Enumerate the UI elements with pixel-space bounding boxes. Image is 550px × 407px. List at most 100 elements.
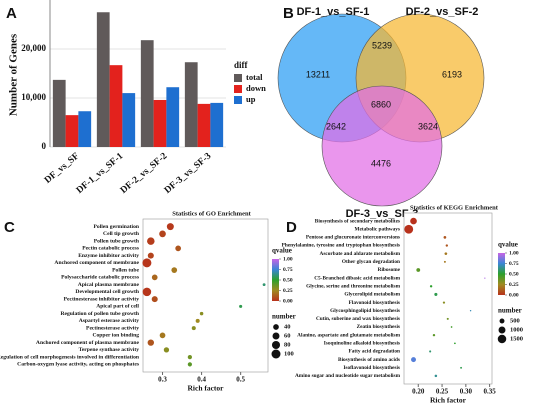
dot	[187, 355, 192, 360]
category-label: Anchored component of membrane	[54, 260, 139, 266]
dot	[443, 236, 447, 239]
category-label: Pollen tube	[112, 267, 139, 273]
color-tick-label: 0.25	[509, 282, 519, 288]
set-label: DF-2_vs_SF-2	[406, 6, 479, 18]
dot	[429, 350, 432, 353]
legend-swatch	[234, 74, 242, 82]
category-label: Polysaccharide catabolic process	[61, 275, 140, 281]
panel-letter: C	[4, 219, 15, 236]
dot	[410, 217, 417, 225]
set-label: DF-3_vs_SF-3	[346, 208, 419, 220]
size-key	[499, 318, 505, 324]
dot	[142, 287, 152, 297]
color-tick-label: 0.00	[509, 292, 519, 298]
y-tick-label: 10,000	[21, 92, 46, 102]
dot	[432, 333, 436, 337]
dot	[142, 258, 152, 268]
color-bar	[498, 253, 505, 295]
legend-swatch	[234, 85, 242, 93]
category-label: Pentose and glucuronate interconversions	[306, 235, 400, 241]
category-label: Fatty acid degradation	[349, 349, 401, 355]
category-label: Isoflavonoid biosynthesis	[343, 365, 400, 371]
bar	[96, 12, 110, 147]
y-tick-label: 0	[42, 141, 47, 151]
size-key	[271, 340, 281, 350]
y-tick-label: 20,000	[21, 43, 46, 53]
x-tick-label: 0.25	[436, 388, 449, 396]
dot	[445, 244, 449, 247]
size-key-label: 1500	[510, 335, 523, 342]
size-key	[271, 349, 281, 359]
color-tick-label: 0.75	[283, 267, 293, 273]
dot	[454, 342, 456, 345]
bar	[184, 62, 198, 148]
category-label: Pectinesterase activity	[86, 325, 139, 331]
color-tick-label: 0.75	[509, 261, 519, 267]
category-label: Developmental cell growth	[75, 289, 139, 295]
bar	[210, 102, 224, 147]
category-label: Copper ion binding	[92, 333, 139, 339]
size-key-label: 500	[510, 317, 520, 324]
category-label: Glycosphingolipid biosynthesis	[330, 308, 400, 314]
color-bar	[272, 259, 279, 301]
category-label: Aspartyl esterase activity	[79, 318, 139, 324]
plot-frame	[142, 218, 269, 373]
category-label: Pectin catabolic process	[82, 246, 140, 252]
region-count: 2642	[326, 121, 346, 131]
x-axis-title: Rich factor	[187, 384, 224, 393]
bar	[78, 111, 92, 147]
dot	[151, 296, 158, 303]
plot-frame	[403, 212, 493, 385]
x-tick-label: 0.5	[236, 376, 245, 384]
category-label: Carbon-oxygen lyase activity, acting on …	[17, 362, 140, 368]
size-key-label: 40	[284, 323, 291, 330]
bar	[52, 79, 66, 147]
dot	[429, 285, 433, 288]
legend-swatch	[234, 96, 242, 104]
color-tick-label: 0.00	[283, 298, 293, 304]
legend-label: down	[246, 83, 266, 93]
category-label: Cutin, suberine and wax biosynthesis	[316, 316, 400, 322]
region-count: 6193	[442, 69, 462, 79]
panel-letter: A	[6, 5, 17, 22]
dot	[163, 347, 170, 353]
color-tick-label: 1.00	[283, 256, 293, 262]
dot	[159, 230, 166, 238]
dot	[147, 339, 154, 346]
category-label: Glycerolipid metabolism	[344, 292, 400, 298]
dot	[159, 332, 166, 339]
dot	[460, 366, 463, 369]
category-label: Enzyme inhibitor activity	[78, 253, 139, 259]
dot	[416, 268, 421, 272]
color-tick-label: 0.50	[283, 277, 293, 283]
bar	[140, 40, 154, 147]
dot	[484, 277, 486, 279]
dot	[434, 374, 438, 378]
dot	[411, 357, 416, 363]
dot	[434, 292, 438, 296]
x-tick-label: 0.4	[197, 376, 206, 384]
dot	[446, 317, 449, 320]
dot	[443, 260, 446, 263]
panel-letter: B	[283, 5, 294, 22]
dot	[239, 304, 243, 308]
legend-label: total	[246, 72, 263, 82]
y-axis-title: Number of Genes	[8, 33, 20, 116]
dot	[195, 318, 200, 323]
category-label: Metabolic pathways	[355, 226, 400, 232]
legend-label: up	[246, 94, 256, 104]
dot	[147, 237, 155, 245]
category-label: Anchored component of plasma membrane	[36, 340, 140, 346]
legend-title: qvalue	[498, 241, 518, 249]
size-key-label: 100	[284, 350, 294, 357]
x-tick-label: 0.35	[483, 388, 496, 396]
bar	[122, 93, 136, 147]
category-label: Biosynthesis of secondary metabolites	[315, 218, 400, 224]
size-key	[272, 332, 280, 340]
category-label: Pectinesterase inhibitor activity	[64, 296, 140, 302]
category-label: Cell tip growth	[103, 231, 140, 237]
dot	[175, 245, 182, 252]
dot	[199, 311, 204, 316]
dot	[262, 283, 266, 287]
category-label: Ribosome	[378, 267, 401, 273]
